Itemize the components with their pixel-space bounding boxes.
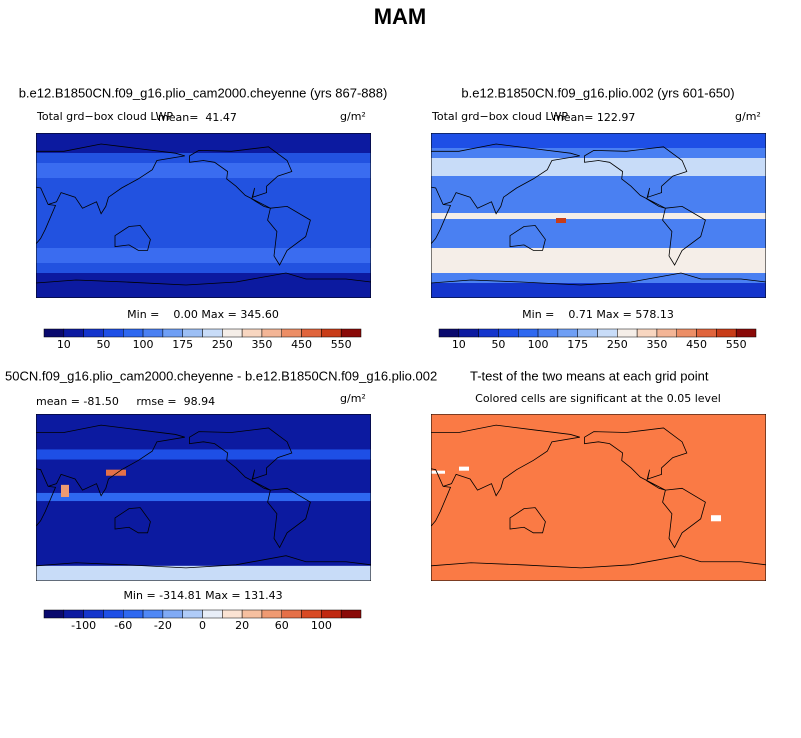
colorbar-label: -100 — [71, 619, 96, 632]
colorbar-box — [518, 328, 539, 338]
colorbar-box — [478, 328, 499, 338]
colorbar-label: 450 — [686, 338, 707, 351]
colorbar-box — [261, 609, 282, 619]
colorbar-box — [636, 328, 658, 338]
colorbar-box — [103, 328, 124, 338]
colorbar-box — [557, 328, 578, 338]
field-label: Total grd−box cloud LWP — [36, 110, 173, 123]
colorbar-box — [202, 328, 223, 338]
colorbar-box — [162, 328, 183, 338]
colorbar-label: -20 — [154, 619, 172, 632]
colorbar-box — [202, 609, 223, 619]
panel-stats: mean= 41.47 — [158, 111, 237, 124]
figure-title: MAM — [374, 4, 427, 29]
colorbar-box — [537, 328, 559, 338]
panel-title: 50CN.f09_g16.plio_cam2000.cheyenne - b.e… — [5, 368, 437, 383]
panel-title: T-test of the two means at each grid poi… — [470, 368, 709, 383]
colorbar-label: 350 — [251, 338, 272, 351]
colorbar-box — [656, 328, 677, 338]
map — [36, 133, 371, 298]
colorbar-box — [241, 609, 263, 619]
colorbar-box — [676, 328, 697, 338]
colorbar-box — [63, 609, 84, 619]
colorbar-box — [281, 609, 302, 619]
map — [36, 414, 371, 581]
colorbar-box — [83, 609, 104, 619]
colorbar-box — [43, 609, 65, 619]
colorbar-label: 0 — [199, 619, 206, 632]
colorbar-box — [142, 609, 164, 619]
colorbar-box — [142, 328, 164, 338]
colorbar-label: 175 — [567, 338, 588, 351]
panel-title: b.e12.B1850CN.f09_g16.plio_cam2000.cheye… — [19, 85, 388, 100]
colorbar-label: 60 — [275, 619, 289, 632]
colorbar-box — [696, 328, 717, 338]
colorbar-box — [182, 328, 203, 338]
units: g/m² — [340, 392, 366, 405]
colorbar-box — [222, 609, 243, 619]
colorbar-box — [716, 328, 737, 338]
map — [431, 133, 766, 298]
colorbar-label: 550 — [726, 338, 747, 351]
colorbar-box — [340, 328, 362, 338]
colorbar-label: 250 — [212, 338, 233, 351]
colorbar-box — [617, 328, 638, 338]
units: g/m² — [735, 110, 761, 123]
colorbar-label: 10 — [452, 338, 466, 351]
colorbar-label: 100 — [528, 338, 549, 351]
colorbar-box — [241, 328, 263, 338]
panel-title: b.e12.B1850CN.f09_g16.plio.002 (yrs 601-… — [461, 85, 734, 100]
colorbar-box — [261, 328, 282, 338]
colorbar-label: 50 — [96, 338, 110, 351]
colorbar-label: 10 — [57, 338, 71, 351]
map — [431, 414, 766, 581]
range-label: Min = -314.81 Max = 131.43 — [123, 589, 282, 602]
colorbar-box — [301, 328, 322, 338]
colorbar-box — [123, 609, 144, 619]
range-label: Min = 0.71 Max = 578.13 — [522, 308, 674, 321]
colorbar-box — [321, 609, 342, 619]
units: g/m² — [340, 110, 366, 123]
colorbar-label: 450 — [291, 338, 312, 351]
colorbar-box — [63, 328, 84, 338]
field-label: Total grd−box cloud LWP — [431, 110, 568, 123]
panel-stats: mean= 122.97 — [553, 111, 635, 124]
colorbar-box — [281, 328, 302, 338]
colorbar-box — [123, 328, 144, 338]
range-label: Min = 0.00 Max = 345.60 — [127, 308, 279, 321]
colorbar-label: 250 — [607, 338, 628, 351]
colorbar-box — [103, 609, 124, 619]
colorbar-label: 350 — [646, 338, 667, 351]
colorbar-box — [83, 328, 104, 338]
colorbar-label: -60 — [114, 619, 132, 632]
colorbar-box — [498, 328, 519, 338]
colorbar-box — [43, 328, 65, 338]
colorbar-box — [182, 609, 203, 619]
colorbar-box — [321, 328, 342, 338]
colorbar-box — [458, 328, 479, 338]
colorbar-label: 100 — [311, 619, 332, 632]
colorbar-label: 100 — [133, 338, 154, 351]
colorbar-box — [438, 328, 460, 338]
colorbar-box — [577, 328, 598, 338]
panel-stats: Colored cells are significant at the 0.0… — [475, 392, 721, 405]
colorbar-box — [301, 609, 322, 619]
colorbar-box — [162, 609, 183, 619]
colorbar-box — [340, 609, 362, 619]
colorbar-box — [735, 328, 757, 338]
colorbar-label: 50 — [491, 338, 505, 351]
colorbar-box — [222, 328, 243, 338]
colorbar-label: 550 — [331, 338, 352, 351]
panel-stats: mean = -81.50 rmse = 98.94 — [36, 395, 215, 408]
colorbar-label: 175 — [172, 338, 193, 351]
colorbar-label: 20 — [235, 619, 249, 632]
colorbar-box — [597, 328, 618, 338]
